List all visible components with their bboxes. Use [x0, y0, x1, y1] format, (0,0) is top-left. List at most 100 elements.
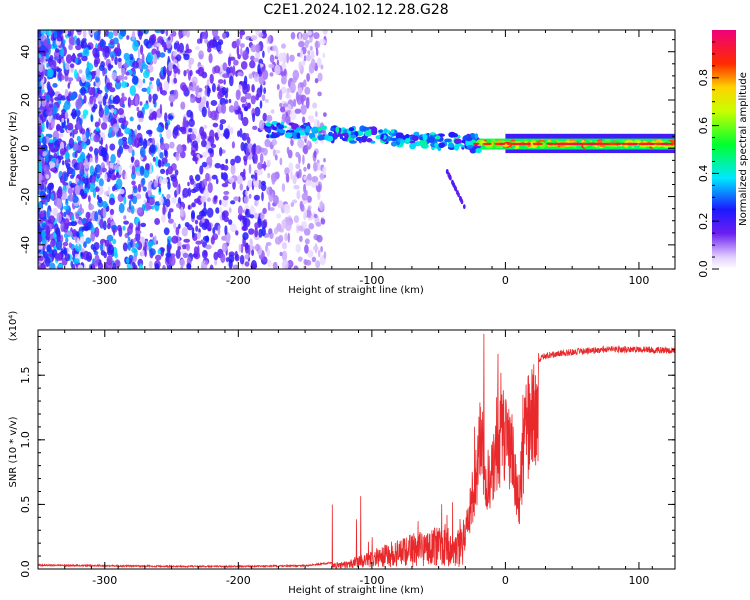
heatmap-cell [134, 96, 139, 107]
heatmap-cell [289, 109, 297, 121]
heatmap-cell [201, 106, 207, 118]
heatmap-cell [154, 156, 159, 167]
heatmap-cell [621, 142, 627, 146]
heatmap-cell [173, 42, 178, 50]
heatmap-cell [132, 61, 139, 69]
heatmap-cell [306, 73, 310, 82]
heatmap-cell [225, 257, 229, 262]
heatmap-cell [290, 170, 293, 180]
heatmap-cell [119, 30, 126, 37]
heatmap-cell [281, 219, 286, 230]
heatmap-cell [147, 180, 153, 192]
heatmap-cell [274, 64, 281, 76]
heatmap-cell [249, 60, 256, 69]
heatmap-cell [256, 168, 263, 176]
heatmap-cell [211, 174, 218, 180]
heatmap-cell [75, 213, 80, 220]
heatmap-cell [284, 203, 291, 215]
heatmap-cell [171, 235, 179, 244]
heatmap-cell [59, 148, 66, 156]
heatmap-cell [242, 50, 249, 61]
heatmap-cell [68, 35, 75, 46]
heatmap-cell [130, 239, 133, 248]
heatmap-cell [281, 75, 287, 85]
heatmap-cell [668, 142, 674, 146]
heatmap-cell [132, 264, 138, 269]
heatmap-cell [271, 174, 276, 185]
heatmap-cell [201, 217, 205, 223]
heatmap-cell [216, 41, 222, 52]
heatmap-cell [52, 83, 58, 88]
heatmap-cell [194, 219, 199, 225]
heatmap-cell [136, 106, 140, 112]
heatmap-cell [221, 172, 228, 181]
heatmap-cell [79, 188, 85, 197]
heatmap-cell [191, 210, 195, 220]
heatmap-cell [46, 30, 52, 37]
heatmap-cell [85, 251, 93, 262]
heatmap-cell [74, 243, 82, 252]
heatmap-cell [444, 138, 452, 143]
heatmap-cell [183, 53, 190, 61]
heatmap-cell [269, 207, 275, 212]
heatmap-cell [304, 40, 309, 48]
heatmap-cell [140, 146, 146, 158]
heatmap-cell [255, 30, 260, 36]
x-tick-label: -200 [226, 274, 251, 287]
heatmap-cell [174, 169, 179, 176]
heatmap-cell [129, 85, 136, 96]
heatmap-cell [253, 212, 259, 219]
heatmap-cell [38, 201, 42, 210]
heatmap-cell [182, 252, 189, 259]
heatmap-cell [90, 244, 95, 250]
heatmap-cell [142, 138, 148, 149]
heatmap-cell [251, 84, 255, 93]
heatmap-cell [122, 225, 126, 231]
heatmap-cell [163, 227, 170, 236]
heatmap-cell [293, 98, 297, 108]
heatmap-cell [50, 167, 56, 172]
y-tick-label: 0.0 [19, 560, 32, 578]
heatmap-cell [192, 231, 195, 238]
heatmap-cell [221, 183, 229, 188]
heatmap-cell [307, 50, 311, 55]
heatmap-cell [46, 119, 49, 129]
heatmap-cell [255, 43, 261, 53]
heatmap-cell [57, 93, 63, 101]
heatmap-cell [279, 102, 283, 108]
heatmap-cell [659, 142, 667, 146]
heatmap-cell [298, 168, 302, 179]
heatmap-cell [159, 176, 163, 185]
heatmap-cell [38, 218, 44, 224]
heatmap-cell [295, 91, 300, 102]
heatmap-cell [307, 210, 312, 218]
heatmap-cell [234, 155, 241, 164]
heatmap-cell [146, 129, 153, 135]
heatmap-cell [205, 100, 209, 109]
heatmap-cell [156, 78, 161, 87]
heatmap-cell [247, 244, 251, 256]
heatmap-cell [142, 186, 147, 192]
heatmap-cell [218, 79, 224, 84]
heatmap-cell [40, 165, 43, 174]
snr-xlabel: Height of straight line (km) [288, 585, 424, 596]
heatmap-cell [171, 197, 177, 204]
heatmap-cell [266, 134, 270, 139]
heatmap-cell [180, 126, 187, 135]
heatmap-cell [111, 72, 117, 81]
heatmap-cell [136, 207, 144, 217]
heatmap-cell [58, 54, 62, 65]
heatmap-cell [38, 173, 43, 182]
heatmap-cell [219, 89, 222, 96]
heatmap-cell [178, 42, 184, 54]
heatmap-cell [212, 227, 216, 235]
heatmap-cell [296, 189, 301, 200]
heatmap-cell [307, 140, 310, 146]
heatmap-cell [307, 249, 314, 258]
heatmap-cell [520, 142, 526, 146]
heatmap-cell [308, 222, 315, 230]
heatmap-cell [137, 183, 142, 193]
heatmap-cell [113, 164, 120, 171]
heatmap-cell [465, 136, 473, 142]
